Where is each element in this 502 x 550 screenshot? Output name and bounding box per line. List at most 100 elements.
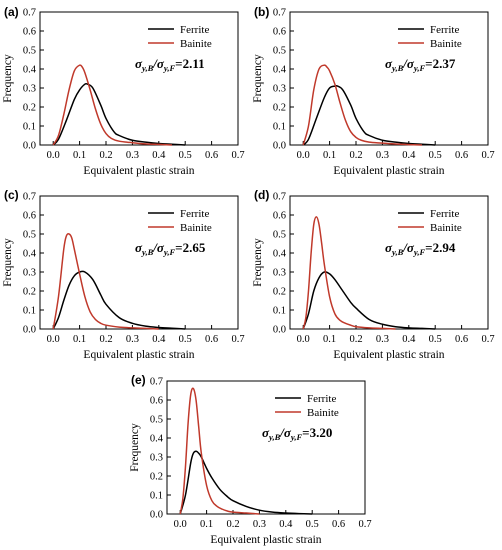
legend-label-ferrite: Ferrite — [180, 208, 209, 220]
x-tick-label: 0.5 — [306, 519, 319, 530]
panel-label: (c) — [4, 188, 19, 202]
x-tick-label: 0.2 — [99, 334, 112, 345]
panel-d: (d) 0.0 0.1 0.2 0.3 0.4 0.5 0.6 0.7 0.0 0.1 0.2 0.3 0… — [252, 188, 495, 361]
yield-ratio-annotation: σy,B/σy,F=2.94 — [385, 240, 456, 257]
y-tick-label: 0.6 — [23, 27, 36, 38]
y-tick-label: 0.7 — [23, 8, 36, 19]
y-tick-label: 0.3 — [150, 453, 163, 464]
y-axis-title: Frequency — [2, 54, 14, 103]
y-tick-label: 0.1 — [23, 122, 36, 133]
x-tick-label: 0.3 — [126, 150, 139, 161]
legend-label-bainite: Bainite — [180, 38, 212, 50]
x-tick-label: 0.5 — [429, 150, 442, 161]
x-tick-label: 0.0 — [174, 519, 187, 530]
x-tick-label: 0.2 — [349, 150, 362, 161]
plot-frame — [166, 380, 366, 515]
y-tick-label: 0.4 — [273, 249, 287, 260]
y-tick-label: 0.5 — [150, 415, 163, 426]
y-tick-label: 0.1 — [273, 306, 286, 317]
y-axis-title: Frequency — [2, 238, 14, 287]
panel-label: (b) — [254, 5, 269, 19]
y-axis-title: Frequency — [252, 238, 264, 287]
x-axis-title: Equivalent plastic strain — [333, 165, 444, 177]
series-line-ferrite — [52, 270, 186, 330]
x-axis-title: Equivalent plastic strain — [83, 165, 194, 177]
y-tick-label: 0.4 — [23, 65, 37, 76]
x-tick-label: 0.1 — [323, 150, 336, 161]
y-tick-label: 0.7 — [23, 192, 36, 203]
x-tick-label: 0.2 — [226, 519, 239, 530]
y-tick-label: 0.5 — [23, 230, 36, 241]
legend-label-ferrite: Ferrite — [430, 208, 459, 220]
y-tick-label: 0.2 — [150, 472, 163, 483]
legend-label-ferrite: Ferrite — [180, 24, 209, 36]
y-tick-label: 0.2 — [273, 287, 286, 298]
series-line-bainite — [52, 64, 173, 146]
x-axis-title: Equivalent plastic strain — [333, 349, 444, 361]
y-tick-label: 0.6 — [23, 211, 36, 222]
x-tick-label: 0.4 — [152, 334, 166, 345]
yield-ratio-annotation: σy,B/σy,F=2.37 — [385, 56, 456, 73]
series-line-bainite — [179, 387, 260, 515]
x-tick-label: 0.3 — [253, 519, 266, 530]
y-tick-label: 0.0 — [150, 510, 163, 521]
legend-label-ferrite: Ferrite — [430, 24, 459, 36]
y-tick-label: 0.0 — [23, 325, 36, 336]
series-line-ferrite — [179, 450, 313, 515]
x-tick-label: 0.1 — [73, 150, 86, 161]
x-axis-title: Equivalent plastic strain — [210, 534, 321, 546]
x-tick-label: 0.1 — [73, 334, 86, 345]
y-axis-title: Frequency — [252, 54, 264, 103]
x-tick-label: 0.0 — [47, 150, 60, 161]
plot-frame — [289, 11, 489, 146]
x-tick-label: 0.3 — [126, 334, 139, 345]
x-tick-label: 0.5 — [179, 150, 192, 161]
series-line-ferrite — [52, 82, 186, 146]
y-tick-label: 0.6 — [273, 27, 286, 38]
y-tick-label: 0.3 — [273, 84, 286, 95]
x-tick-label: 0.4 — [402, 334, 416, 345]
x-tick-label: 0.2 — [99, 150, 112, 161]
plot-frame — [39, 11, 239, 146]
legend-label-bainite: Bainite — [430, 222, 462, 234]
x-tick-label: 0.6 — [332, 519, 345, 530]
x-tick-label: 0.5 — [179, 334, 192, 345]
y-tick-label: 0.1 — [150, 491, 163, 502]
x-tick-label: 0.4 — [279, 519, 293, 530]
x-tick-label: 0.0 — [47, 334, 60, 345]
y-tick-label: 0.3 — [23, 268, 36, 279]
y-tick-label: 0.1 — [273, 122, 286, 133]
y-tick-label: 0.4 — [23, 249, 37, 260]
yield-ratio-annotation: σy,B/σy,F=3.20 — [262, 425, 332, 442]
y-tick-label: 0.7 — [273, 8, 286, 19]
yield-ratio-annotation: σy,B/σy,F=2.65 — [135, 240, 206, 257]
x-axis-title: Equivalent plastic strain — [83, 349, 194, 361]
x-tick-label: 0.6 — [205, 150, 218, 161]
series-line-ferrite — [302, 271, 436, 330]
x-tick-label: 0.7 — [481, 334, 494, 345]
y-tick-label: 0.5 — [273, 230, 286, 241]
y-axis-title: Frequency — [129, 423, 141, 472]
x-tick-label: 0.2 — [349, 334, 362, 345]
x-tick-label: 0.6 — [205, 334, 218, 345]
x-tick-label: 0.1 — [200, 519, 213, 530]
legend-label-bainite: Bainite — [430, 38, 462, 50]
x-tick-label: 0.7 — [231, 150, 244, 161]
series-line-ferrite — [302, 84, 436, 146]
x-tick-label: 0.7 — [231, 334, 244, 345]
y-tick-label: 0.3 — [273, 268, 286, 279]
series-line-bainite — [302, 64, 423, 146]
y-tick-label: 0.2 — [23, 287, 36, 298]
y-tick-label: 0.7 — [273, 192, 286, 203]
y-tick-label: 0.2 — [23, 103, 36, 114]
y-tick-label: 0.4 — [273, 65, 287, 76]
plot-frame — [39, 195, 239, 330]
x-tick-label: 0.7 — [358, 519, 371, 530]
x-tick-label: 0.6 — [455, 150, 468, 161]
y-tick-label: 0.1 — [23, 306, 36, 317]
x-tick-label: 0.7 — [481, 150, 494, 161]
x-tick-label: 0.0 — [297, 334, 310, 345]
y-tick-label: 0.3 — [23, 84, 36, 95]
legend-label-ferrite: Ferrite — [307, 393, 336, 405]
